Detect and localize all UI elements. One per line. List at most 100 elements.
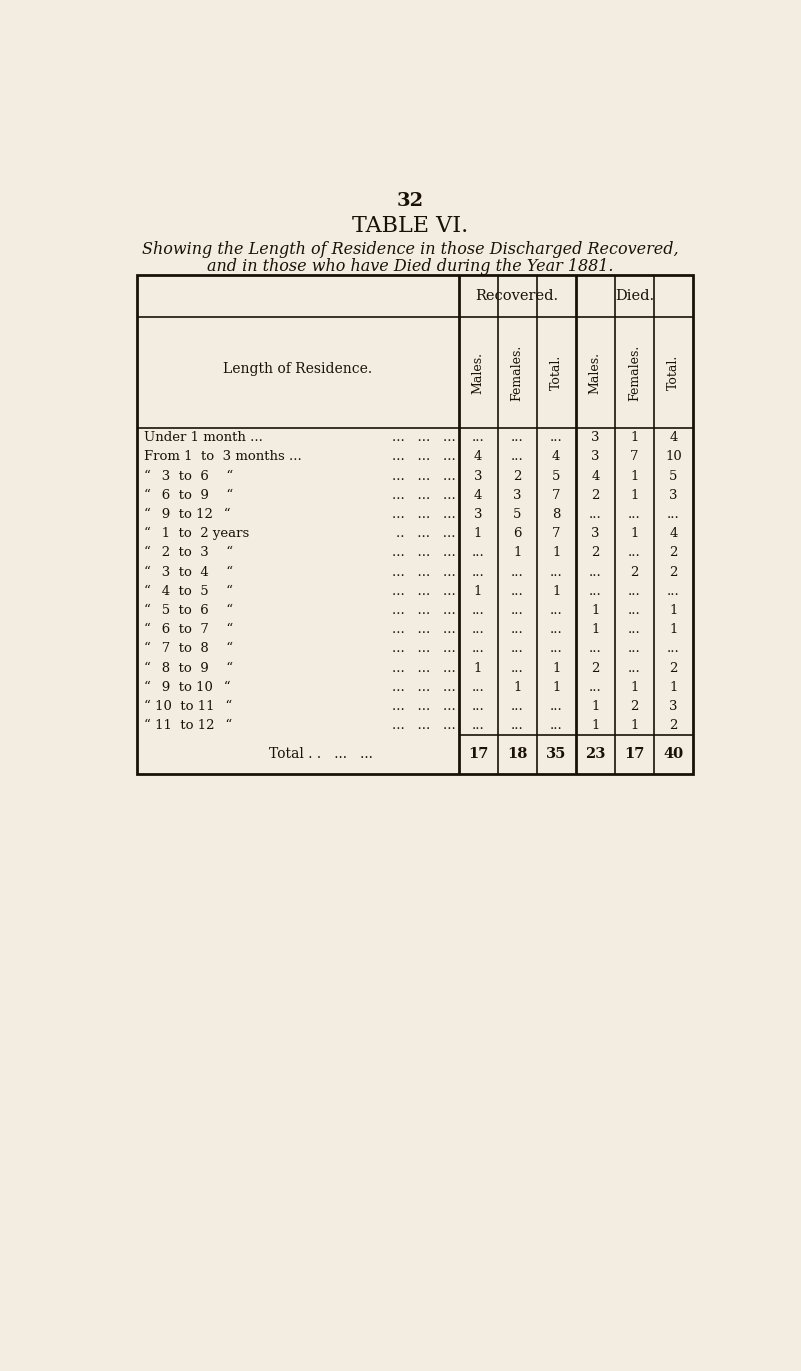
Text: ...   ...   ...: ... ... ... bbox=[392, 624, 456, 636]
Text: “  6  to  7   “: “ 6 to 7 “ bbox=[143, 624, 233, 636]
Text: Total.: Total. bbox=[667, 355, 680, 391]
Text: ...: ... bbox=[511, 605, 524, 617]
Text: ...: ... bbox=[511, 451, 524, 463]
Text: 2: 2 bbox=[591, 547, 599, 559]
Text: ...: ... bbox=[472, 547, 485, 559]
Text: ...   ...   ...: ... ... ... bbox=[392, 662, 456, 675]
Text: From 1  to  3 months ...: From 1 to 3 months ... bbox=[143, 451, 301, 463]
Text: ...: ... bbox=[549, 432, 562, 444]
Text: 1: 1 bbox=[552, 547, 561, 559]
Text: 10: 10 bbox=[665, 451, 682, 463]
Text: 1: 1 bbox=[552, 662, 561, 675]
Text: 3: 3 bbox=[669, 701, 678, 713]
Text: 1: 1 bbox=[552, 585, 561, 598]
Text: ...: ... bbox=[628, 509, 641, 521]
Text: ...: ... bbox=[667, 509, 680, 521]
Text: 1: 1 bbox=[552, 681, 561, 694]
Text: 3: 3 bbox=[591, 451, 599, 463]
Text: ...: ... bbox=[628, 624, 641, 636]
Text: ...   ...   ...: ... ... ... bbox=[392, 701, 456, 713]
Text: 1: 1 bbox=[670, 624, 678, 636]
Text: TABLE VI.: TABLE VI. bbox=[352, 215, 469, 237]
Text: 2: 2 bbox=[670, 566, 678, 579]
Text: ...: ... bbox=[511, 624, 524, 636]
Text: “  2  to  3   “: “ 2 to 3 “ bbox=[143, 547, 232, 559]
Text: ...   ...   ...: ... ... ... bbox=[392, 451, 456, 463]
Text: ...: ... bbox=[511, 701, 524, 713]
Text: 2: 2 bbox=[670, 547, 678, 559]
Text: ...: ... bbox=[511, 662, 524, 675]
Text: 3: 3 bbox=[591, 432, 599, 444]
Text: Died.: Died. bbox=[615, 289, 654, 303]
Text: 2: 2 bbox=[670, 662, 678, 675]
Text: ...: ... bbox=[628, 643, 641, 655]
Text: Females.: Females. bbox=[510, 344, 524, 400]
Text: 3: 3 bbox=[669, 489, 678, 502]
Text: ...   ...   ...: ... ... ... bbox=[392, 605, 456, 617]
Text: 1: 1 bbox=[591, 720, 599, 732]
Text: ...: ... bbox=[628, 585, 641, 598]
Text: ...: ... bbox=[472, 605, 485, 617]
Text: 4: 4 bbox=[591, 470, 599, 483]
Text: 6: 6 bbox=[513, 528, 521, 540]
Text: 5: 5 bbox=[670, 470, 678, 483]
Text: 7: 7 bbox=[552, 489, 561, 502]
Text: 1: 1 bbox=[630, 432, 638, 444]
Text: 2: 2 bbox=[591, 489, 599, 502]
Text: 8: 8 bbox=[552, 509, 561, 521]
Text: “  1  to  2 years: “ 1 to 2 years bbox=[143, 526, 249, 540]
Text: 1: 1 bbox=[670, 605, 678, 617]
Text: 1: 1 bbox=[474, 585, 482, 598]
Text: ...   ...   ...: ... ... ... bbox=[392, 566, 456, 579]
Text: ...   ...   ...: ... ... ... bbox=[392, 509, 456, 521]
Text: ...: ... bbox=[589, 585, 602, 598]
Text: “  8  to  9   “: “ 8 to 9 “ bbox=[143, 662, 232, 675]
Text: ...: ... bbox=[511, 566, 524, 579]
Text: “ 10  to 11  “: “ 10 to 11 “ bbox=[143, 701, 231, 713]
Text: ...: ... bbox=[472, 701, 485, 713]
Text: “  6  to  9   “: “ 6 to 9 “ bbox=[143, 489, 233, 502]
Text: 1: 1 bbox=[591, 624, 599, 636]
Text: 3: 3 bbox=[513, 489, 521, 502]
Text: ...: ... bbox=[589, 643, 602, 655]
Text: “  5  to  6   “: “ 5 to 6 “ bbox=[143, 605, 232, 617]
Text: 3: 3 bbox=[474, 470, 482, 483]
Text: 3: 3 bbox=[591, 528, 599, 540]
Text: Total . .   ...   ...: Total . . ... ... bbox=[269, 747, 373, 761]
Text: ...: ... bbox=[549, 566, 562, 579]
Text: 1: 1 bbox=[670, 681, 678, 694]
Text: ...: ... bbox=[549, 624, 562, 636]
Text: 1: 1 bbox=[630, 681, 638, 694]
Text: Males.: Males. bbox=[472, 352, 485, 393]
Text: ...   ...   ...: ... ... ... bbox=[392, 432, 456, 444]
Text: ...: ... bbox=[589, 681, 602, 694]
Text: “ 11  to 12  “: “ 11 to 12 “ bbox=[143, 720, 231, 732]
Text: 1: 1 bbox=[630, 528, 638, 540]
Text: 1: 1 bbox=[630, 720, 638, 732]
Bar bbox=[137, 274, 693, 773]
Text: 4: 4 bbox=[474, 451, 482, 463]
Text: Total.: Total. bbox=[549, 355, 563, 391]
Text: ...: ... bbox=[472, 624, 485, 636]
Text: 35: 35 bbox=[546, 747, 566, 761]
Text: 2: 2 bbox=[630, 701, 638, 713]
Text: ..   ...   ...: .. ... ... bbox=[396, 528, 456, 540]
Text: 1: 1 bbox=[630, 470, 638, 483]
Text: ...: ... bbox=[549, 605, 562, 617]
Text: 2: 2 bbox=[591, 662, 599, 675]
Text: 5: 5 bbox=[513, 509, 521, 521]
Text: “  4  to  5   “: “ 4 to 5 “ bbox=[143, 585, 232, 598]
Text: Under 1 month ...: Under 1 month ... bbox=[143, 432, 263, 444]
Text: ...   ...   ...: ... ... ... bbox=[392, 585, 456, 598]
Text: ...   ...   ...: ... ... ... bbox=[392, 470, 456, 483]
Text: 1: 1 bbox=[513, 681, 521, 694]
Text: ...: ... bbox=[667, 585, 680, 598]
Text: ...: ... bbox=[511, 432, 524, 444]
Text: ...   ...   ...: ... ... ... bbox=[392, 547, 456, 559]
Text: 1: 1 bbox=[591, 605, 599, 617]
Text: ...: ... bbox=[628, 605, 641, 617]
Text: 23: 23 bbox=[585, 747, 606, 761]
Text: ...: ... bbox=[589, 566, 602, 579]
Text: 7: 7 bbox=[630, 451, 638, 463]
Text: ...: ... bbox=[472, 643, 485, 655]
